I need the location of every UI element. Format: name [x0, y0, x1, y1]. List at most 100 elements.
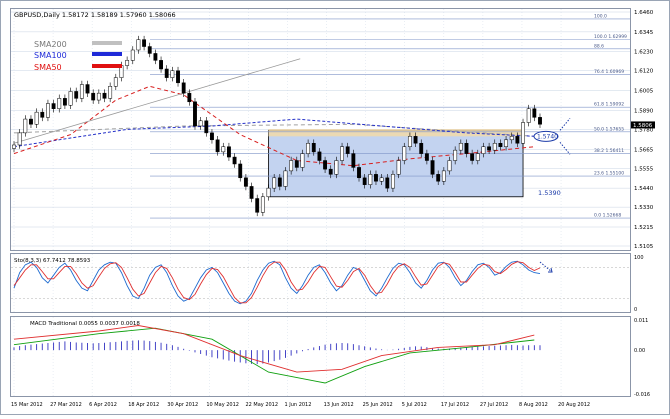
fib-level-label: 100.0 1.62999: [594, 34, 627, 40]
candle-body: [12, 144, 16, 149]
candle-body: [272, 177, 277, 189]
candle-body: [170, 70, 175, 78]
candle-body: [458, 142, 463, 151]
ma-line-sma200: [13, 123, 535, 137]
candle-body: [164, 68, 169, 78]
candle-body: [249, 186, 254, 199]
macd-tick-label: 0.011: [634, 318, 648, 324]
candle-body: [317, 151, 322, 161]
x-tick-label: 27 Mar 2012: [50, 402, 82, 408]
candle-body: [515, 136, 520, 144]
legend-swatch-sma100: [92, 52, 122, 56]
candle-body: [357, 167, 361, 179]
price-layer: 100.0 100.0 1.62999 88.6 76.4 1.60969 61.8 1…: [11, 9, 630, 396]
price-tick-label: 1.5780: [634, 127, 654, 133]
candle-body: [328, 168, 333, 175]
stoch-line-signal: [13, 261, 541, 304]
candle-body: [238, 163, 243, 179]
stochastic-layer: [11, 260, 630, 305]
candle-body: [62, 98, 67, 106]
candle-body: [430, 160, 435, 175]
stoch-arrow-head-icon: [548, 267, 553, 273]
candle-body: [487, 146, 492, 151]
x-tick-label: 30 Apr 2012: [167, 402, 198, 408]
price-tick-label: 1.5890: [634, 108, 654, 114]
price-tick-label: 1.6120: [634, 69, 654, 75]
consolidation-range-box: [268, 129, 524, 198]
legend-swatch-sma200: [92, 41, 122, 45]
symbol-header: GBPUSD,Daily 1.58172 1.58189 1.57960 1.5…: [14, 11, 176, 19]
candle-body: [521, 122, 525, 144]
candle-body: [226, 146, 231, 158]
candle-body: [407, 136, 412, 147]
axis-layer: 1.6460 1.6345 1.6230 1.6120 1.6005 1.5890 1.57…: [11, 10, 655, 408]
candle-body: [294, 160, 299, 168]
candle-body: [232, 156, 237, 165]
candle-body: [470, 153, 475, 161]
candle-body: [362, 177, 367, 185]
candle-body: [130, 49, 135, 61]
stoch-tick-label: 100: [634, 255, 644, 261]
x-tick-label: 15 Mar 2012: [11, 402, 43, 408]
candle-body: [79, 84, 84, 99]
level-label-1539: 1.5390: [538, 189, 561, 197]
candle-body: [102, 92, 107, 99]
candle-body: [504, 139, 508, 147]
price-tick-label: 1.5440: [634, 186, 654, 192]
candle-body: [23, 118, 28, 134]
candle-body: [142, 39, 147, 47]
price-tick-label: 1.6460: [634, 10, 654, 16]
price-tick-label: 1.6230: [634, 50, 654, 56]
stochastic-panel: [10, 253, 631, 313]
level-circle-1574: [533, 130, 559, 142]
macd-line-signal: [13, 327, 535, 384]
candle-body: [91, 92, 96, 101]
candle-body: [204, 120, 209, 134]
candle-body: [374, 174, 378, 182]
fib-level-label: 50.0 1.57655: [594, 126, 624, 132]
candle-body: [283, 170, 288, 187]
stoch-line-main: [13, 260, 541, 305]
candle-body: [300, 153, 305, 168]
candle-body: [147, 46, 152, 54]
level-label-1574: 1.5740: [537, 134, 558, 141]
candle-body: [34, 111, 39, 125]
x-tick-label: 22 May 2012: [245, 402, 278, 408]
candle-body: [113, 77, 118, 87]
legend-label-sma100: SMA100: [34, 51, 67, 60]
candle-body: [51, 103, 56, 109]
candle-body: [277, 177, 282, 187]
macd-tick-label: 0.00: [634, 348, 645, 354]
candle-body: [306, 142, 311, 154]
candle-body: [17, 132, 22, 146]
x-tick-label: 10 May 2012: [206, 402, 239, 408]
legend-label-sma50: SMA50: [34, 63, 62, 72]
macd-line-main: [13, 325, 535, 373]
price-tick-label: 1.5330: [634, 205, 654, 211]
candle-body: [311, 142, 316, 153]
x-tick-label: 17 Jul 2012: [441, 402, 469, 408]
macd-layer: [13, 325, 541, 384]
x-tick-label: 20 Aug 2012: [558, 402, 590, 408]
candle-body: [187, 92, 192, 103]
candle-body: [419, 142, 424, 154]
candle-body: [243, 177, 248, 187]
candle-body: [402, 146, 407, 161]
legend-swatch-sma50: [92, 64, 122, 68]
candle-body: [368, 174, 373, 185]
candle-body: [323, 160, 328, 170]
price-tick-label: 1.5665: [634, 147, 654, 153]
price-tick-label: 1.6345: [634, 30, 654, 36]
stochastic-title: Sto(8,3,3) 67.7412 78.8593: [14, 258, 91, 264]
candle-body: [532, 108, 537, 118]
candle-body: [538, 117, 542, 125]
candle-body: [340, 146, 344, 161]
price-tick-label: 1.5555: [634, 166, 654, 172]
candle-body: [40, 111, 45, 118]
candle-body: [215, 139, 220, 153]
macd-panel: [10, 316, 631, 397]
candle-body: [334, 160, 339, 175]
candle-body: [481, 146, 486, 154]
price-tick-label: 1.5215: [634, 225, 654, 231]
